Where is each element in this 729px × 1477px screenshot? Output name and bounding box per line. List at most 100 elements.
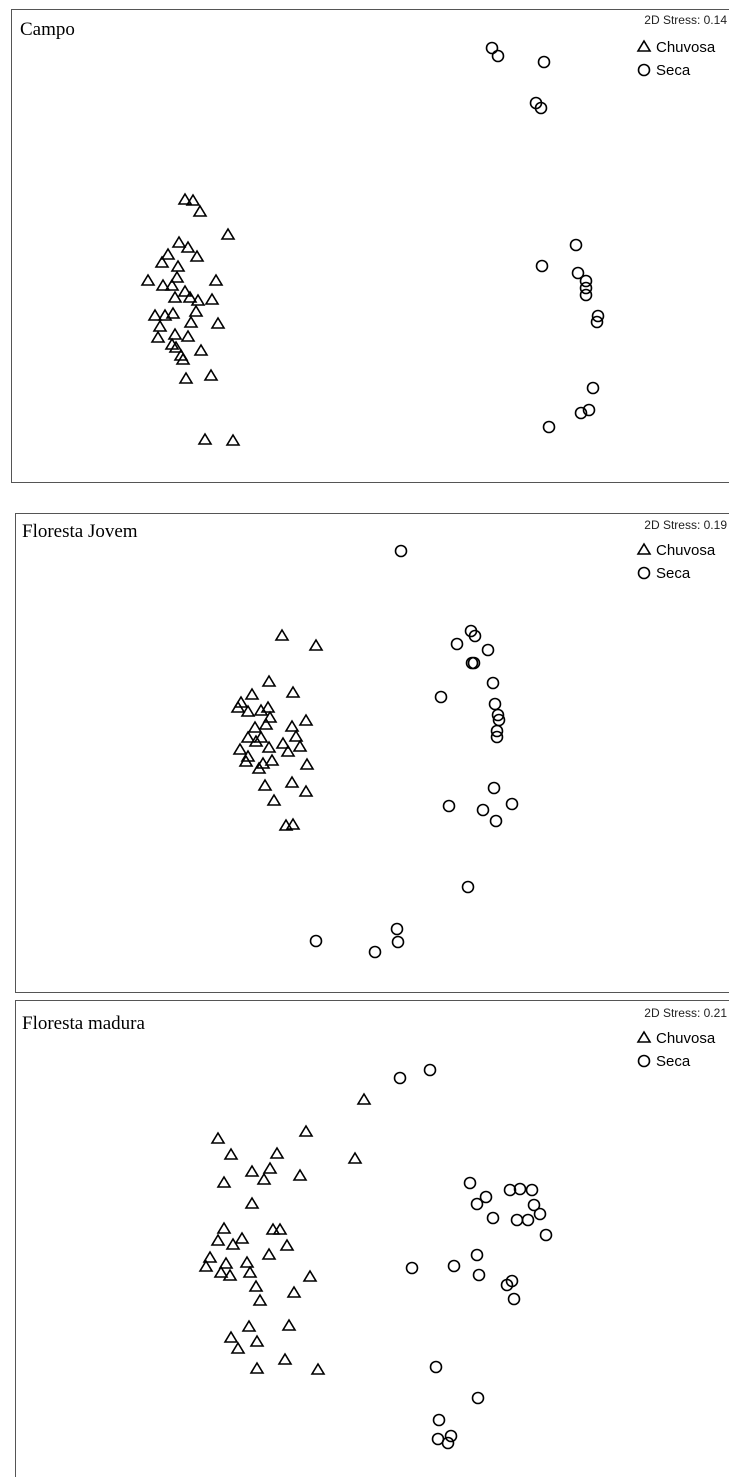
data-point-chuvosa-10 xyxy=(262,710,278,723)
data-point-seca-13 xyxy=(539,1228,553,1242)
data-point-chuvosa-32 xyxy=(193,343,209,356)
data-point-chuvosa-5 xyxy=(180,240,196,253)
panel-title: Floresta Jovem xyxy=(22,521,138,542)
data-point-chuvosa-7 xyxy=(240,704,256,717)
data-point-chuvosa-31 xyxy=(284,775,300,788)
data-point-chuvosa-12 xyxy=(265,1222,281,1235)
data-point-chuvosa-9 xyxy=(256,1172,272,1185)
data-point-chuvosa-6 xyxy=(160,247,176,260)
legend-label-chuvosa: Chuvosa xyxy=(656,39,716,56)
data-point-chuvosa-13 xyxy=(247,720,263,733)
legend-circle-marker xyxy=(637,1054,651,1068)
data-point-chuvosa-31 xyxy=(168,340,184,353)
data-point-seca-24 xyxy=(444,1429,458,1443)
data-point-chuvosa-29 xyxy=(286,1285,302,1298)
data-point-seca-12 xyxy=(521,1213,535,1227)
data-point-chuvosa-19 xyxy=(182,290,198,303)
data-point-seca-8 xyxy=(527,1198,541,1212)
legend: Chuvosa Seca xyxy=(636,542,716,582)
data-point-chuvosa-7 xyxy=(189,249,205,262)
data-point-seca-15 xyxy=(405,1261,419,1275)
data-point-chuvosa-4 xyxy=(171,235,187,248)
data-point-seca-21 xyxy=(391,935,405,949)
data-point-chuvosa-24 xyxy=(183,315,199,328)
data-point-seca-4 xyxy=(481,643,495,657)
data-point-chuvosa-21 xyxy=(292,739,308,752)
data-point-chuvosa-7 xyxy=(244,1164,260,1177)
data-point-seca-12 xyxy=(490,724,504,738)
data-point-chuvosa-27 xyxy=(238,754,254,767)
data-point-chuvosa-17 xyxy=(253,730,269,743)
legend-triangle-marker xyxy=(636,542,652,555)
data-point-chuvosa-27 xyxy=(167,327,183,340)
data-point-chuvosa-3 xyxy=(220,227,236,240)
data-point-seca-22 xyxy=(471,1391,485,1405)
legend-label-seca: Seca xyxy=(656,1053,691,1070)
legend: Chuvosa Seca xyxy=(636,1030,716,1070)
data-point-chuvosa-4 xyxy=(223,1147,239,1160)
plot-frame xyxy=(15,1000,729,1477)
data-point-chuvosa-3 xyxy=(347,1151,363,1164)
data-point-chuvosa-15 xyxy=(177,284,193,297)
data-point-chuvosa-5 xyxy=(269,1146,285,1159)
scatter-plot-floresta-jovem: Floresta Jovem 2D Stress: 0.19 Chuvosa S… xyxy=(15,513,729,993)
data-point-chuvosa-38 xyxy=(310,1362,326,1375)
data-point-chuvosa-11 xyxy=(140,273,156,286)
data-point-chuvosa-21 xyxy=(218,1256,234,1269)
data-point-chuvosa-37 xyxy=(249,1361,265,1374)
data-point-seca-14 xyxy=(470,1248,484,1262)
plot-frame xyxy=(15,513,729,993)
data-point-chuvosa-13 xyxy=(169,270,185,283)
data-point-chuvosa-20 xyxy=(202,1250,218,1263)
data-point-chuvosa-36 xyxy=(203,368,219,381)
scatter-plot-campo: Campo 2D Stress: 0.14 Chuvosa Seca xyxy=(11,9,729,483)
data-point-chuvosa-0 xyxy=(274,628,290,641)
data-point-chuvosa-1 xyxy=(185,193,201,206)
stress-label: 2D Stress: 0.19 xyxy=(644,518,727,532)
data-point-chuvosa-25 xyxy=(264,753,280,766)
data-point-seca-16 xyxy=(476,803,490,817)
data-point-chuvosa-19 xyxy=(261,1247,277,1260)
data-point-chuvosa-11 xyxy=(244,1196,260,1209)
data-point-chuvosa-24 xyxy=(213,1265,229,1278)
data-point-chuvosa-10 xyxy=(216,1175,232,1188)
data-point-seca-4 xyxy=(534,101,548,115)
data-point-seca-1 xyxy=(393,1071,407,1085)
data-point-seca-16 xyxy=(447,1259,461,1273)
legend-circle-marker xyxy=(637,566,651,580)
data-point-chuvosa-11 xyxy=(230,700,246,713)
data-point-seca-23 xyxy=(368,945,382,959)
data-point-chuvosa-29 xyxy=(251,761,267,774)
data-point-chuvosa-12 xyxy=(284,719,300,732)
stress-label: 2D Stress: 0.14 xyxy=(644,13,727,27)
data-point-chuvosa-1 xyxy=(298,1124,314,1137)
data-point-chuvosa-18 xyxy=(248,734,264,747)
data-points xyxy=(140,41,605,446)
data-point-chuvosa-33 xyxy=(223,1330,239,1343)
data-point-chuvosa-26 xyxy=(242,1265,258,1278)
data-point-chuvosa-8 xyxy=(253,703,269,716)
data-point-seca-12 xyxy=(590,315,604,329)
data-point-seca-7 xyxy=(486,676,500,690)
data-point-seca-15 xyxy=(574,406,588,420)
data-point-seca-9 xyxy=(579,281,593,295)
data-point-seca-22 xyxy=(309,934,323,948)
data-point-seca-17 xyxy=(505,797,519,811)
data-point-chuvosa-3 xyxy=(285,685,301,698)
data-point-seca-10 xyxy=(491,708,505,722)
data-point-chuvosa-26 xyxy=(152,319,168,332)
data-point-seca-16 xyxy=(542,420,556,434)
data-point-seca-20 xyxy=(507,1292,521,1306)
data-point-chuvosa-22 xyxy=(239,1255,255,1268)
data-point-seca-17 xyxy=(472,1268,486,1282)
panel-title: Floresta madura xyxy=(22,1013,146,1034)
legend-label-seca: Seca xyxy=(656,62,691,79)
data-point-chuvosa-30 xyxy=(252,1293,268,1306)
data-point-chuvosa-20 xyxy=(188,304,204,317)
data-point-seca-5 xyxy=(525,1183,539,1197)
data-point-chuvosa-13 xyxy=(272,1222,288,1235)
data-point-seca-2 xyxy=(463,1176,477,1190)
data-point-seca-18 xyxy=(489,814,503,828)
